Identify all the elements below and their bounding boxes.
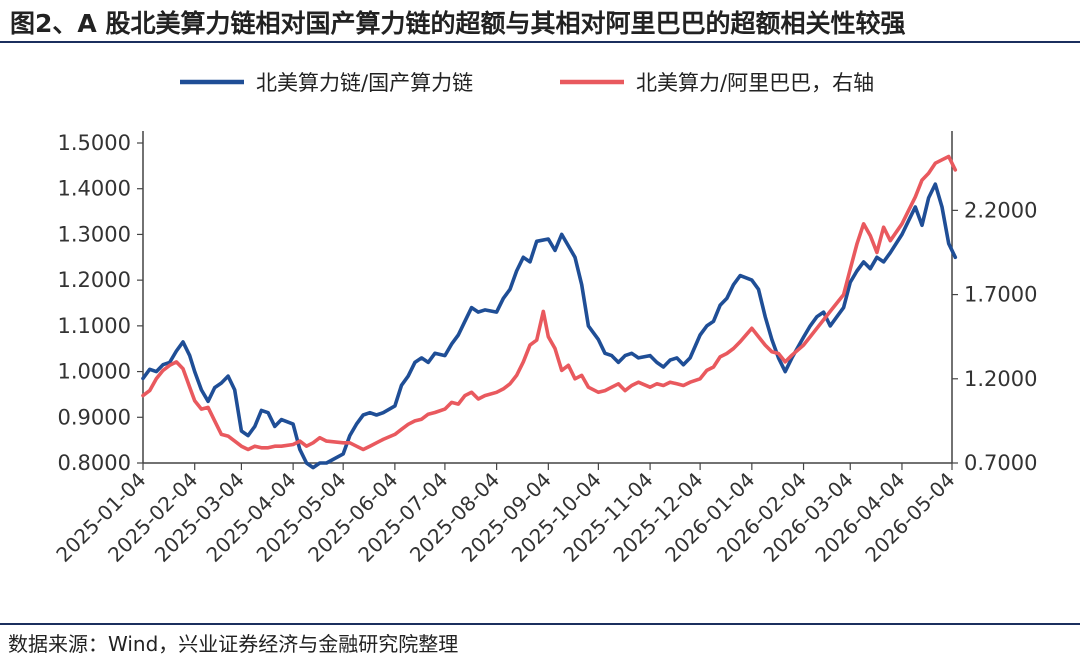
left-y-tick-label: 1.5000 [58,131,131,155]
right-y-tick-label: 2.2000 [964,198,1037,222]
left-y-tick-label: 1.3000 [58,222,131,246]
series-lines [141,154,958,470]
right-y-tick-label: 1.2000 [964,367,1037,391]
series-line-1 [141,182,958,470]
title-divider [0,41,1080,43]
left-y-tick-label: 1.4000 [58,177,131,201]
legend: 北美算力链/国产算力链 北美算力/阿里巴巴，右轴 [180,71,874,95]
left-y-tick-label: 0.9000 [58,405,131,429]
legend-label-1: 北美算力链/国产算力链 [256,71,473,95]
series-line-2 [141,154,958,452]
source-note: 数据来源：Wind，兴业证券经济与金融研究院整理 [8,632,459,656]
footer-divider [0,623,1080,625]
left-y-tick-label: 1.1000 [58,314,131,338]
left-y-tick-label: 1.2000 [58,268,131,292]
left-y-tick-label: 1.0000 [58,360,131,384]
legend-label-2: 北美算力/阿里巴巴，右轴 [636,71,874,95]
left-y-tick-label: 0.8000 [58,451,131,475]
chart-title: 图2、A 股北美算力链相对国产算力链的超额与其相对阿里巴巴的超额相关性较强 [10,9,906,38]
axes: 0.8000 0.9000 1.0000 1.1000 1.2000 1.3000 1.40… [51,131,1037,567]
right-y-tick-label: 0.7000 [964,451,1037,475]
right-y-tick-label: 1.7000 [964,283,1037,307]
dual-axis-line-chart: 北美算力链/国产算力链 北美算力/阿里巴巴，右轴 0.8000 0.9000 1.00… [51,71,1037,567]
